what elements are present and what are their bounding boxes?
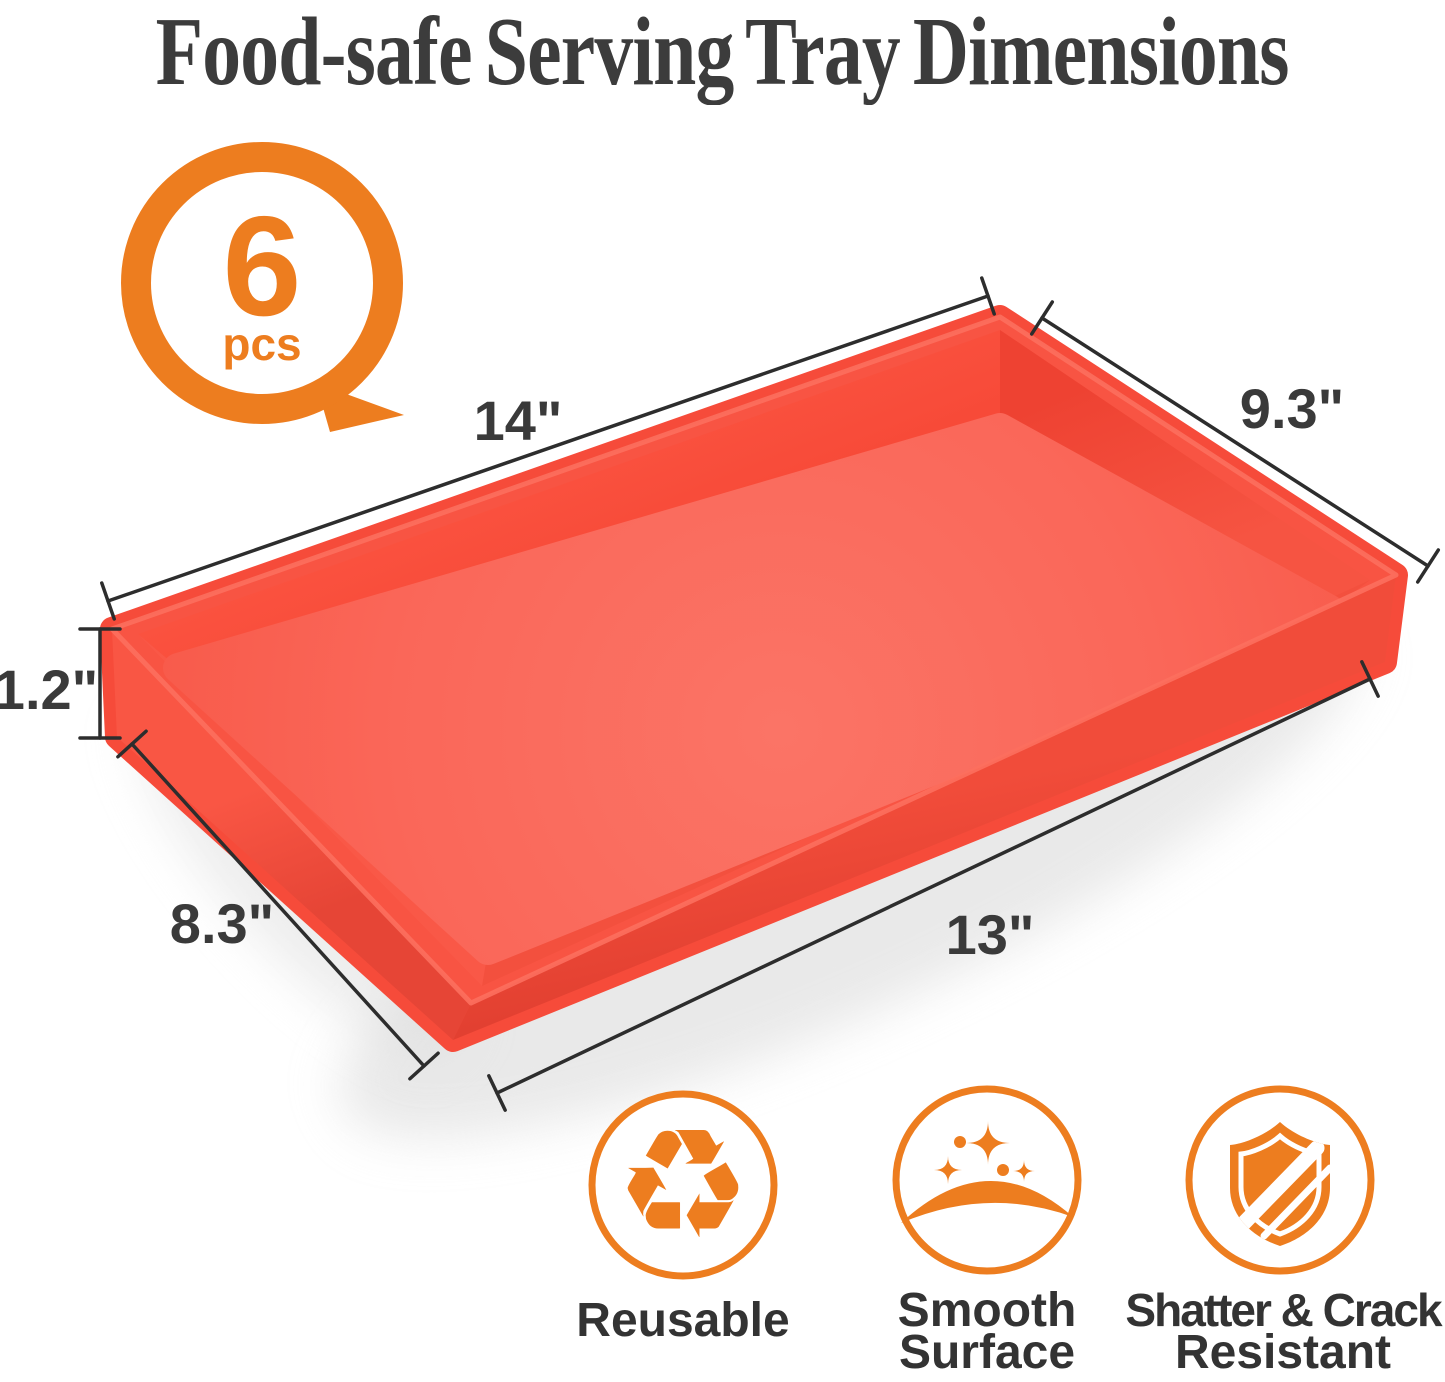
serving-tray xyxy=(100,305,1408,1052)
smooth-surface-icon xyxy=(901,1121,1073,1223)
recycle-icon: ♻ xyxy=(615,1096,751,1273)
features-row: ♻ Reusable Smooth Surface xyxy=(576,1085,1445,1379)
dim-label-bottom-width: 8.3" xyxy=(170,892,274,955)
badge-unit: pcs xyxy=(222,318,301,370)
feature-label: Resistant xyxy=(1175,1326,1391,1379)
recycle-icon-ring xyxy=(588,1090,778,1280)
tray-wall-front-right-outer xyxy=(453,575,1396,1040)
feature-smooth-surface: Smooth Surface xyxy=(892,1085,1082,1379)
dim-label-bottom-length: 13" xyxy=(946,903,1035,966)
tray-rim-highlight xyxy=(109,314,1399,1006)
feature-shatter-resistant: Shatter & Crack Resistant xyxy=(1125,1085,1445,1379)
dim-bottom-width: 8.3" xyxy=(116,729,440,1081)
feature-reusable: ♻ Reusable xyxy=(576,1090,790,1347)
dim-bottom-length: 13" xyxy=(487,660,1380,1112)
dim-label-height: 1.2" xyxy=(0,658,98,721)
tray-wall-back-left xyxy=(138,330,1000,668)
tray-wall-front-left-outer xyxy=(112,629,471,1040)
dimension-lines: 14" 9.3" 1.2" 8.3" xyxy=(0,276,1441,1112)
dim-top-length: 14" xyxy=(100,276,996,621)
page-title-wrap: Food-safe Serving Tray Dimensions xyxy=(0,0,1445,120)
dim-label-top-width: 9.3" xyxy=(1240,377,1344,440)
piece-count-badge: 6 pcs xyxy=(121,142,404,432)
feature-label: Surface xyxy=(899,1326,1075,1379)
feature-label: Reusable xyxy=(576,1294,789,1347)
page-title: Food-safe Serving Tray Dimensions xyxy=(155,0,1290,105)
feature-label: Shatter & Crack xyxy=(1125,1284,1443,1336)
feature-label: Smooth xyxy=(898,1284,1077,1337)
dim-label-top-length: 14" xyxy=(474,389,563,452)
dim-top-width: 9.3" xyxy=(1029,300,1441,584)
smooth-surface-icon-ring xyxy=(892,1085,1082,1275)
dim-height: 1.2" xyxy=(0,627,122,740)
shield-icon xyxy=(1230,1122,1330,1246)
badge-count: 6 xyxy=(223,187,302,346)
badge-ring xyxy=(121,142,403,424)
tray-wall-back-right xyxy=(1000,330,1370,610)
